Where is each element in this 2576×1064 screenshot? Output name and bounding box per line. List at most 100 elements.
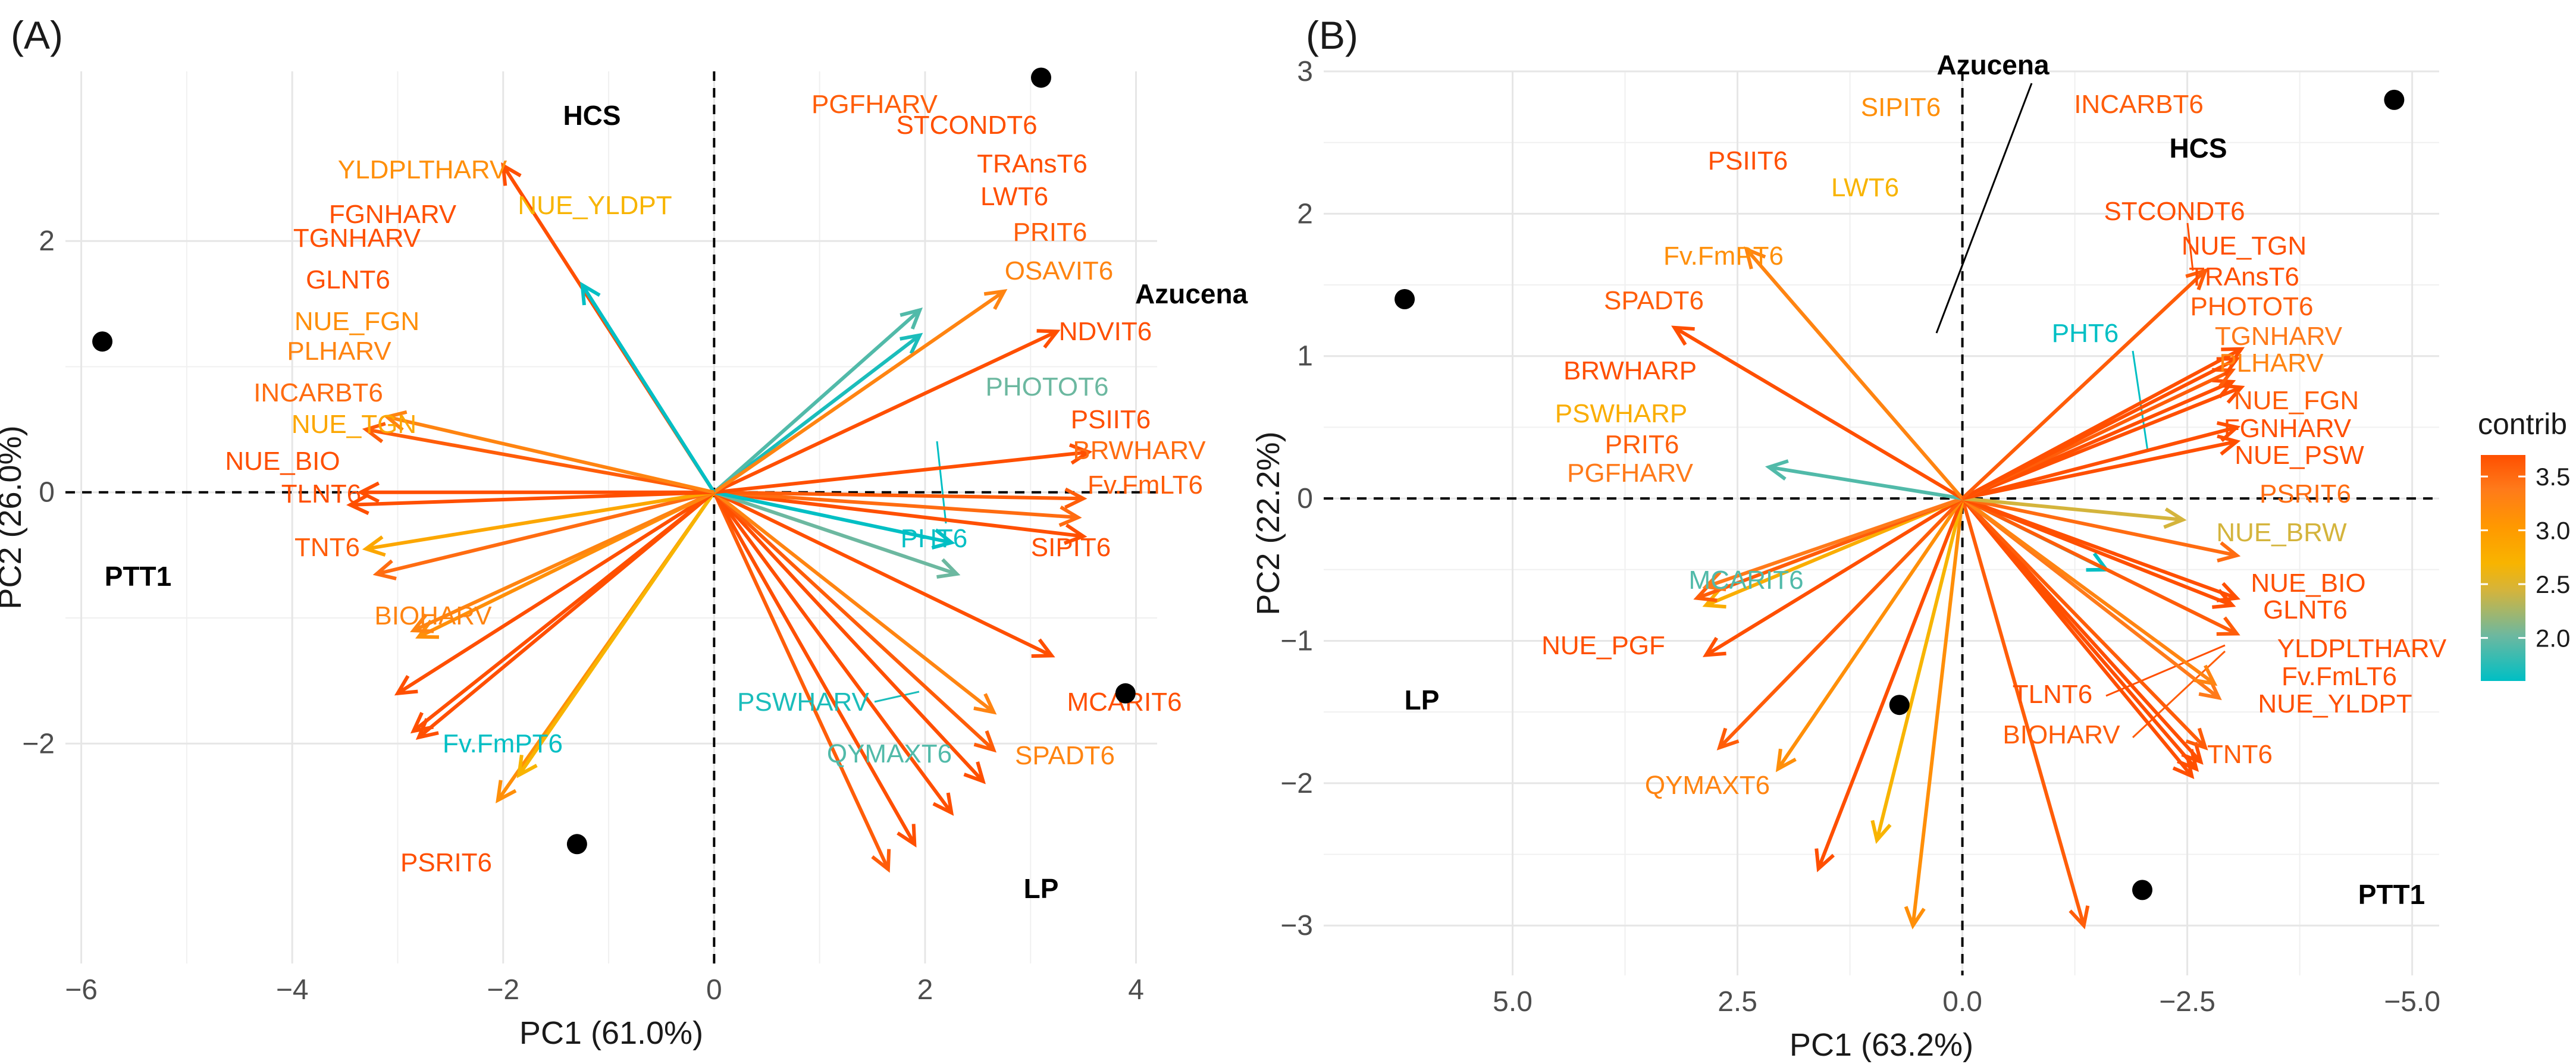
panel-a-y-tick-label: 2 xyxy=(39,225,55,257)
legend-tick-label: 3.5 xyxy=(2536,463,2570,491)
panel-a-y-axis-label: PC2 (26.0%) xyxy=(0,425,28,609)
panel-a-variable-label-glnt6: GLNT6 xyxy=(306,265,390,294)
panel-b-arrowhead-tnt6 xyxy=(2185,268,2208,291)
panel-b-arrowhead-fv-fmpt6 xyxy=(1775,748,1797,773)
panel-a-arrow-lwt6 xyxy=(713,491,985,783)
panel-b-arrowhead-mcarit6 xyxy=(1765,459,1789,481)
panel-a-arrowhead-prit6 xyxy=(973,730,997,753)
panel-b-arrowhead-nue-psw xyxy=(2216,582,2240,602)
panel-a-x-tick-label: 0 xyxy=(706,974,722,1006)
panel-b-variable-label-tlnt6: TLNT6 xyxy=(2013,680,2092,709)
panel-b-x-tick-label: 2.5 xyxy=(1718,986,1757,1018)
panel-b-arrowhead-brwharp xyxy=(1703,636,1726,657)
panel-b-arrowhead-nue-fgn xyxy=(2216,616,2240,636)
panel-a-variable-label-incarbt6: INCARBT6 xyxy=(253,378,383,407)
panel-b-variable-label-nue-brw: NUE_BRW xyxy=(2216,518,2347,547)
panel-b-variable-label-nue-yldpt: NUE_YLDPT xyxy=(2258,689,2412,718)
panel-b-arrow-nue-brw xyxy=(1962,497,2183,522)
panel-b-y-tick-label: −3 xyxy=(1280,910,1313,941)
panel-a-arrow-nue-bio xyxy=(350,490,714,507)
panel-b-variable-label-pswharp: PSWHARP xyxy=(1555,399,1687,428)
panel-a-arrowhead-plharv xyxy=(410,613,434,633)
panel-a-arrow-sipit6 xyxy=(714,450,1089,494)
panel-b-arrow-nue-yldpt xyxy=(1961,357,2238,500)
panel-a-arrow-tgnharv xyxy=(412,491,716,733)
panel-a-arrowhead-yldpltharv xyxy=(496,780,517,804)
panel-a-sample-label-ptt1: PTT1 xyxy=(105,561,171,592)
panel-a-label: (A) xyxy=(11,13,63,57)
panel-a-sample-point-azucena xyxy=(1115,683,1136,704)
panel-b-arrow-nue-psw xyxy=(1961,497,2237,600)
panel-b-variable-label-yldpltharv: YLDPLTHARV xyxy=(2277,634,2447,663)
panel-a-arrowhead-tnt6 xyxy=(362,422,386,444)
panel-a-variable-label-psiit6: PSIIT6 xyxy=(1071,405,1151,434)
panel-b-arrow-tnt6 xyxy=(1961,269,2207,500)
panel-b-variable-label-nue-bio: NUE_BIO xyxy=(2251,569,2365,598)
panel-b-variable-label-psiit6: PSIIT6 xyxy=(1708,146,1788,175)
panel-a-arrowhead-lwt6 xyxy=(963,761,986,784)
panel-a-variable-label-lwt6: LWT6 xyxy=(980,182,1048,211)
legend-tick-label: 2.5 xyxy=(2536,570,2570,598)
panel-b-plot: 5.0 2.5 0.0 −2.5 −5.0 −3 −2 −1 0 1 2 3 INCARBT6 SIPIT… xyxy=(1280,49,2447,1018)
panel-b-arrowhead-photot6 xyxy=(2185,727,2208,751)
panel-a-arrow-ndvit6 xyxy=(713,491,1053,658)
panel-b-sample-label-azucena: Azucena xyxy=(1936,49,2049,80)
panel-b-arrow-incarbt6 xyxy=(1960,498,2086,927)
panel-a-arrowhead-fgnharv xyxy=(415,718,439,740)
panel-a-sample-point-lp xyxy=(1030,67,1051,88)
panel-a-variable-label-yldpltharv: YLDPLTHARV xyxy=(338,155,507,184)
panel-a-arrow-photot6 xyxy=(713,490,958,576)
panel-b-variable-label-fgnharv: FGNHARV xyxy=(2224,414,2352,443)
panel-a-variable-label-plharv: PLHARV xyxy=(287,337,391,366)
panel-b-arrowhead-psrit6 xyxy=(2217,541,2241,563)
panel-b-arrow-transt6 xyxy=(1961,497,2202,763)
panel-b-arrow-psrit6 xyxy=(1961,497,2237,557)
panel-a-variable-label-sipit6: SIPIT6 xyxy=(1031,533,1111,562)
panel-a-arrow-mcarit6 xyxy=(713,329,1058,494)
panel-b-variable-label-nue-fgn: NUE_FGN xyxy=(2234,386,2359,415)
panel-b-variable-label-incarbt6: INCARBT6 xyxy=(2074,90,2204,119)
panel-b-variable-label-plharv: PLHARV xyxy=(2219,349,2324,378)
panel-a-variable-label-fgnharv: FGNHARV xyxy=(329,200,457,229)
panel-a-arrowhead-mcarit6 xyxy=(1036,329,1061,349)
panel-b-arrowhead-lwt6 xyxy=(1870,820,1892,845)
panel-b-arrowhead-pswharp xyxy=(1702,588,1726,609)
panel-b-variable-label-nue-tgn: NUE_TGN xyxy=(2182,231,2307,260)
panel-a-arrowhead-qymaxt6 xyxy=(900,307,923,330)
panel-b-variable-label-transt6: TRAnsT6 xyxy=(2189,262,2299,291)
panel-a-arrow-nue-yldpt xyxy=(517,491,716,776)
panel-a-x-tick-label: −6 xyxy=(65,974,98,1006)
panel-a-arrowhead-nue-bio xyxy=(346,493,369,515)
panel-b-arrowhead-pgfharv xyxy=(1702,570,1726,592)
panel-b-variable-label-tnt6: TNT6 xyxy=(2207,740,2273,769)
legend-title: contrib xyxy=(2478,407,2567,441)
panel-b-arrowhead-tlnt6 xyxy=(2212,378,2236,398)
panel-a-y-tick-label: 0 xyxy=(39,477,55,509)
panel-b-arrowhead-incarbt6 xyxy=(2069,905,2090,930)
panel-b-variable-label-mcarit6: MCARIT6 xyxy=(1688,566,1803,595)
panel-b-sample-point-hcs xyxy=(2132,880,2153,900)
panel-b-arrowhead-glnt6 xyxy=(2216,421,2241,442)
panel-a-variable-label-stcondt6: STCONDT6 xyxy=(896,111,1037,140)
panel-b-x-tick-label: −2.5 xyxy=(2159,986,2215,1018)
panel-a-y-tick-label: −2 xyxy=(22,728,55,759)
legend-tick-label: 3.0 xyxy=(2536,517,2570,545)
panel-b-y-axis-label: PC2 (22.2%) xyxy=(1251,431,1286,615)
legend-colorbar xyxy=(2481,455,2525,681)
panel-a-sample-label-hcs: HCS xyxy=(563,100,621,131)
panel-a-arrowhead-bioharv xyxy=(383,410,408,432)
panel-a-variable-label-tlnt6: TLNT6 xyxy=(281,479,361,509)
legend-ticks: 3.5 3.0 2.5 2.0 xyxy=(2481,463,2570,652)
panel-a-variable-label-prit6: PRIT6 xyxy=(1013,218,1088,247)
panel-a-variable-label-nue-bio: NUE_BIO xyxy=(225,447,340,476)
panel-a-sample-point-hcs xyxy=(566,834,587,855)
panel-a-variable-label-tgnharv: TGNHARV xyxy=(293,224,421,253)
panel-a-arrow-fv-fmlt6 xyxy=(714,490,1083,501)
panel-a-variable-label-nue-yldpt: NUE_YLDPT xyxy=(518,191,672,220)
panel-a-x-tick-label: −2 xyxy=(487,974,519,1006)
panel-a-variable-label-transt6: TRAnsT6 xyxy=(977,149,1088,178)
panel-b-y-tick-label: 0 xyxy=(1297,483,1313,514)
panel-b-arrow-brwharp xyxy=(1705,497,1964,657)
panel-a-variable-label-nue-tgn: NUE_TGN xyxy=(292,410,416,439)
panel-a-arrowhead-ndvit6 xyxy=(1031,638,1055,658)
